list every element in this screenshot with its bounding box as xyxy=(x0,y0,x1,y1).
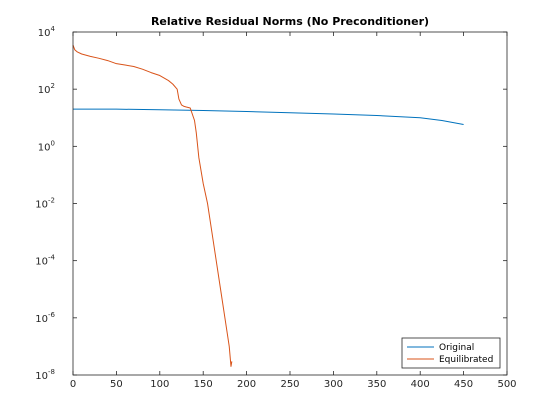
legend: Original Equilibrated xyxy=(401,337,501,369)
y-tick-label: 100 xyxy=(38,139,55,153)
chart-title: Relative Residual Norms (No Precondition… xyxy=(151,15,429,28)
x-tick-label: 400 xyxy=(411,379,430,390)
ticks-group: 0 50 100 150 200 250 300 350 400 450 500 10-8 10-6 10… xyxy=(35,25,516,390)
legend-box xyxy=(401,337,501,369)
y-tick-label: 10-4 xyxy=(35,254,55,268)
y-tick-label: 10-6 xyxy=(35,311,55,325)
legend-label-equilibrated: Equilibrated xyxy=(439,355,493,365)
series-group xyxy=(72,44,464,367)
x-tick-label: 500 xyxy=(497,379,516,390)
legend-label-original: Original xyxy=(439,343,474,353)
x-tick-label: 0 xyxy=(70,379,76,390)
y-tick-label: 104 xyxy=(38,25,56,39)
x-tick-label: 300 xyxy=(324,379,343,390)
y-tick-label: 102 xyxy=(38,82,55,96)
y-tick-label: 10-2 xyxy=(35,197,55,211)
x-tick-label: 350 xyxy=(367,379,386,390)
x-tick-label: 450 xyxy=(454,379,473,390)
y-tick-label: 10-8 xyxy=(35,368,55,382)
plot-area-background xyxy=(73,32,507,375)
series-line-original xyxy=(73,108,464,126)
x-tick-label: 150 xyxy=(194,379,213,390)
x-tick-label: 200 xyxy=(237,379,256,390)
x-tick-label: 50 xyxy=(110,379,123,390)
x-tick-label: 250 xyxy=(280,379,299,390)
x-tick-label: 100 xyxy=(150,379,169,390)
series-line-equilibrated xyxy=(72,44,233,367)
